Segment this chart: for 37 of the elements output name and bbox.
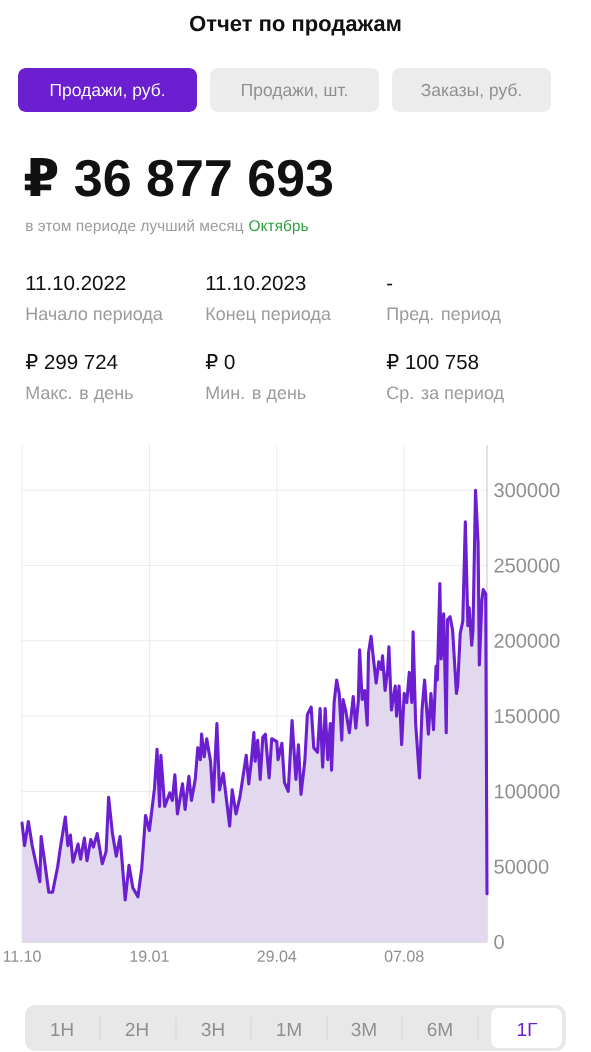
text: ₽ 0	[205, 354, 235, 370]
y-tick-label: 250000	[494, 558, 560, 573]
chart-title: Отчет по продажам	[190, 15, 401, 36]
text: Начало периода	[26, 307, 163, 324]
x-tick-label: 11.10	[3, 950, 41, 962]
y-tick-label: 300000	[494, 483, 560, 498]
x-tick-label: 07.08	[384, 950, 424, 962]
text: 3М	[351, 1022, 376, 1037]
y-tick-label: 200000	[494, 633, 560, 648]
text: 11.10.2023	[206, 275, 306, 291]
text: Продажи, шт.	[242, 83, 347, 100]
text: Продажи, руб.	[50, 83, 164, 100]
text: Пред. период	[387, 307, 501, 324]
text: Заказы, руб.	[421, 83, 521, 100]
text: 11.10.2022	[26, 275, 126, 291]
text: Конец периода	[206, 307, 331, 324]
text: 1М	[277, 1022, 301, 1036]
text: ₽ 100 758	[386, 354, 479, 370]
x-tick-label: 29.04	[257, 950, 297, 962]
text: в этом периоде лучший месяц	[26, 219, 244, 235]
y-tick-label: 150000	[495, 709, 560, 724]
y-tick-label: 100000	[495, 784, 560, 799]
text: 3Н	[201, 1022, 224, 1037]
text: Октябрь	[249, 219, 308, 235]
text: ₽ 299 724	[25, 354, 118, 370]
text: 1Н	[51, 1022, 73, 1036]
text: -	[387, 283, 393, 286]
text: Мин. в день	[206, 386, 306, 403]
y-tick-label: 50000	[494, 859, 549, 874]
text: Ср. за период	[387, 386, 504, 403]
text: 2Н	[125, 1022, 148, 1036]
text: Макс. в день	[26, 386, 133, 403]
text: 1Г	[518, 1022, 538, 1036]
text: ₽ 36 877 693	[24, 158, 333, 197]
x-tick-label: 19.01	[130, 950, 169, 962]
text: 6М	[427, 1022, 452, 1037]
y-tick-label: 0	[494, 934, 504, 950]
